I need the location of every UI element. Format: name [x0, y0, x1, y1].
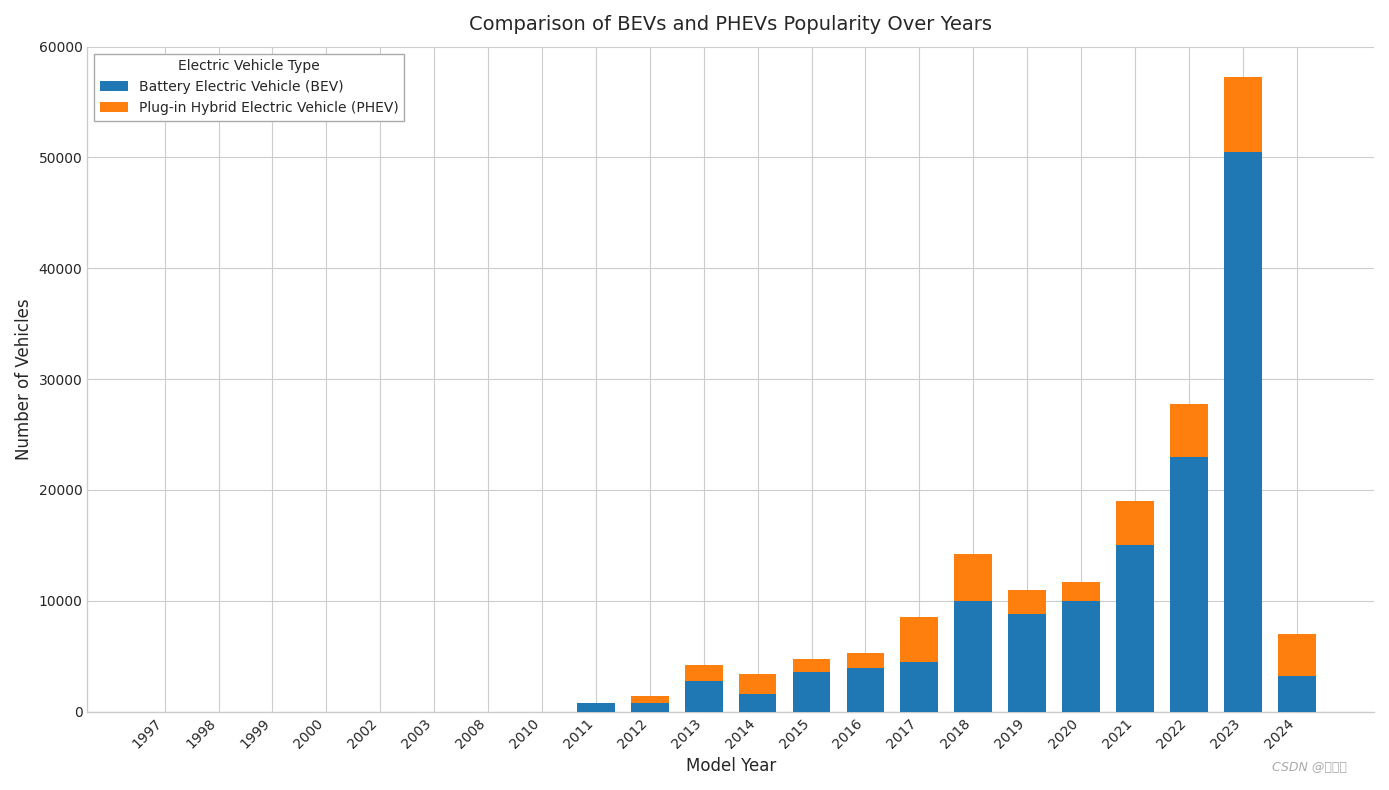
Bar	[631, 703, 668, 712]
Bar	[1170, 457, 1207, 712]
Legend: Battery Electric Vehicle (BEV), Plug-in Hybrid Electric Vehicle (PHEV): Battery Electric Vehicle (BEV), Plug-in …	[94, 54, 404, 121]
Bar	[576, 703, 615, 712]
Bar	[1008, 589, 1046, 614]
Bar	[793, 660, 831, 672]
Bar	[1008, 614, 1046, 712]
Bar	[846, 668, 885, 712]
Bar	[1117, 501, 1154, 545]
X-axis label: Model Year: Model Year	[686, 757, 776, 775]
Bar	[631, 695, 668, 703]
Bar	[1224, 152, 1261, 712]
Text: CSDN @艾派森: CSDN @艾派森	[1272, 762, 1347, 774]
Bar	[793, 672, 831, 712]
Bar	[954, 600, 992, 712]
Bar	[1063, 600, 1100, 712]
Y-axis label: Number of Vehicles: Number of Vehicles	[15, 299, 33, 460]
Bar	[739, 674, 776, 694]
Bar	[685, 665, 722, 680]
Bar	[1170, 404, 1207, 457]
Bar	[846, 653, 885, 668]
Bar	[954, 555, 992, 600]
Bar	[900, 662, 938, 712]
Bar	[900, 618, 938, 662]
Bar	[1063, 582, 1100, 600]
Bar	[1117, 545, 1154, 712]
Bar	[1278, 634, 1315, 676]
Bar	[685, 680, 722, 712]
Title: Comparison of BEVs and PHEVs Popularity Over Years: Comparison of BEVs and PHEVs Popularity …	[469, 15, 992, 34]
Bar	[1278, 676, 1315, 712]
Bar	[1224, 77, 1261, 152]
Bar	[739, 694, 776, 712]
